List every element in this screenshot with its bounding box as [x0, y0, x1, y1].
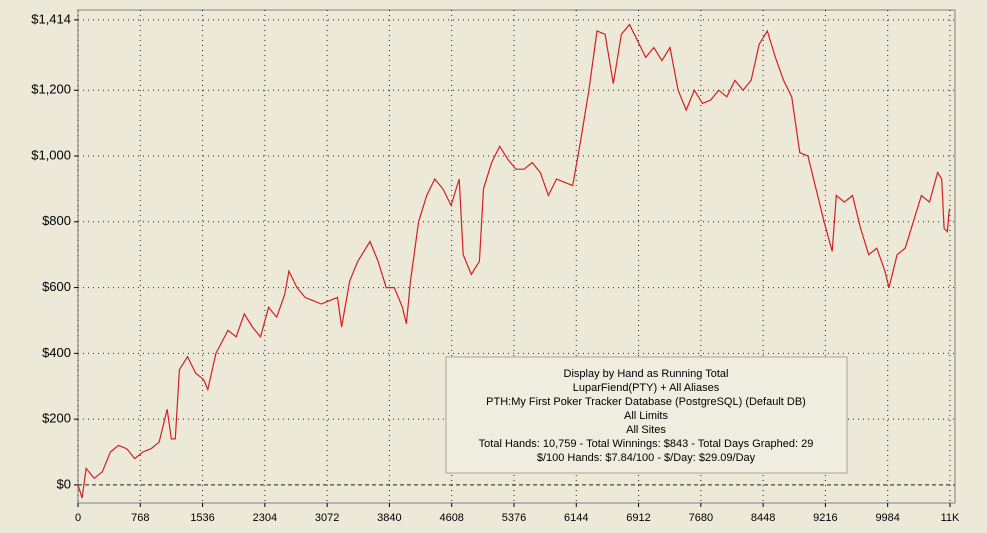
x-tick-label: 3072: [315, 512, 339, 524]
info-text: All Limits: [624, 410, 669, 422]
info-text: Display by Hand as Running Total: [564, 368, 729, 380]
x-tick-label: 6912: [626, 512, 650, 524]
x-tick-label: 3840: [377, 512, 401, 524]
y-tick-label: $400: [42, 345, 71, 360]
x-tick-label: 4608: [439, 512, 463, 524]
y-tick-label: $1,000: [31, 147, 71, 162]
x-tick-label: 9984: [875, 512, 899, 524]
line: [77, 23, 951, 499]
y-tick-label: $200: [42, 411, 71, 426]
y-tick-label: $600: [42, 279, 71, 294]
x-tick-label: 6144: [564, 512, 588, 524]
info-text: $/100 Hands: $7.84/100 - $/Day: $29.09/D…: [537, 452, 756, 464]
y-tick-label: $1,200: [31, 82, 71, 97]
x-tick-label: 11K: [941, 512, 960, 524]
y-tick-label: $0: [57, 476, 71, 491]
info-text: PTH:My First Poker Tracker Database (Pos…: [486, 396, 806, 408]
x-tick-label: 768: [131, 512, 149, 524]
x-tick-label: 9216: [813, 512, 837, 524]
x-tick-label: 1536: [190, 512, 214, 524]
info-text: All Sites: [626, 424, 666, 436]
x-tick-label: 8448: [751, 512, 775, 524]
x-tick-label: 0: [75, 512, 81, 524]
x-tick-label: 2304: [253, 512, 277, 524]
x-tick-label: 5376: [502, 512, 526, 524]
y-tick-label: $800: [42, 213, 71, 228]
info-box: [445, 356, 848, 474]
y-tick-label: $1,414: [31, 11, 71, 26]
info-text: LuparFiend(PTY) + All Aliases: [573, 382, 720, 394]
x-tick-label: 7680: [689, 512, 713, 524]
info-text: Total Hands: 10,759 - Total Winnings: $8…: [479, 438, 814, 450]
